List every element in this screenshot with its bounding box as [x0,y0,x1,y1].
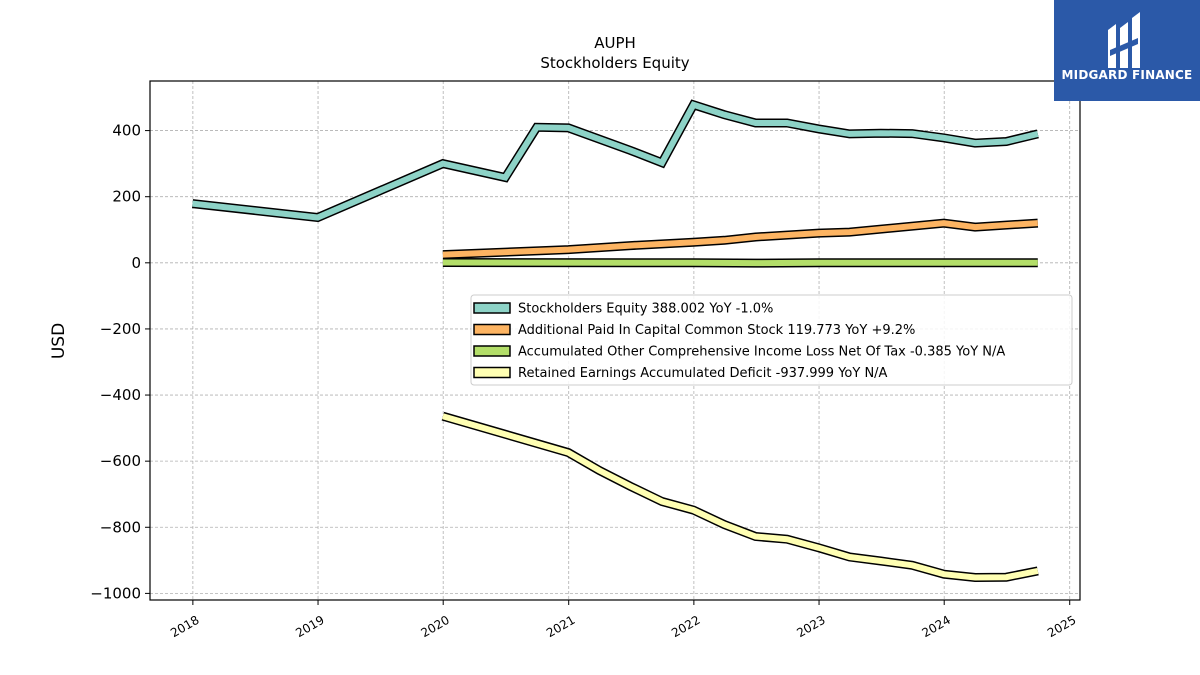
x-tick-label: 2022 [669,613,702,640]
legend-label: Additional Paid In Capital Common Stock … [518,323,915,338]
y-tick-label: −400 [100,386,141,404]
logo-icon [1108,12,1140,68]
y-tick-label: 400 [112,122,141,140]
y-tick-label: −600 [100,452,141,470]
y-tick-label: −1000 [90,584,141,602]
y-tick-label: 0 [131,254,141,272]
x-tick-label: 2018 [168,613,201,640]
plot-frame [149,80,1081,601]
x-tick-label: 2020 [418,613,451,640]
x-tick-label: 2024 [919,613,952,640]
brand-name: MIDGARD FINANCE [1061,68,1193,82]
series-line-outline-0 [192,99,1039,223]
legend-swatch [473,323,511,336]
series-line-1 [442,220,1038,258]
brand-logo: MIDGARD FINANCE [1054,0,1200,101]
y-tick-label: 200 [112,188,141,206]
x-tick-label: 2019 [293,613,326,640]
series-line-3 [442,413,1039,581]
chart-subtitle: Stockholders Equity [540,54,689,72]
x-tick-label: 2023 [794,613,827,640]
x-axis: 2018 2019 2020 2021 2022 2023 2024 2025 [168,600,1078,640]
legend-swatch [473,345,511,357]
legend: Stockholders Equity 388.002 YoY -1.0% Add… [470,294,1073,386]
series-line-2 [442,259,1038,267]
legend-swatch [473,366,511,379]
x-tick-label: 2021 [544,613,577,640]
chart-title: AUPH [594,34,636,52]
y-axis: 400 200 0 −200 −400 −600 −800 −1000 [90,122,150,602]
legend-label: Accumulated Other Comprehensive Income L… [518,345,1005,360]
legend-swatch [473,302,511,314]
series-line-0 [192,101,1039,221]
legend-label: Retained Earnings Accumulated Deficit -9… [518,366,888,381]
legend-box [470,294,1073,386]
grid [150,81,1080,600]
series-lines [192,99,1039,583]
y-tick-label: −800 [100,518,141,536]
x-tick-label: 2025 [1045,613,1078,640]
legend-label: Stockholders Equity 388.002 YoY -1.0% [518,302,773,317]
y-tick-label: −200 [100,320,141,338]
y-axis-label: USD [49,323,69,359]
